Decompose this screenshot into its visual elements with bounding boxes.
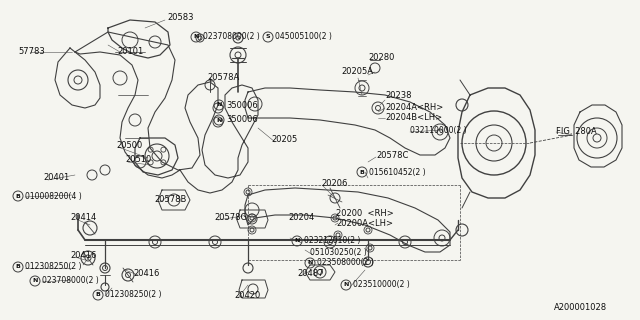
Text: FIG. 280A: FIG. 280A — [556, 127, 596, 137]
Text: S: S — [266, 35, 270, 39]
Text: 012308250(2 ): 012308250(2 ) — [105, 291, 161, 300]
Text: 20200A<LH>: 20200A<LH> — [336, 219, 393, 228]
Text: 023708000(2 ): 023708000(2 ) — [203, 33, 260, 42]
Text: 012308250(2 ): 012308250(2 ) — [25, 262, 81, 271]
Text: B: B — [360, 170, 364, 174]
Text: 051030250(2 ): 051030250(2 ) — [310, 249, 367, 258]
Text: 57783: 57783 — [18, 46, 45, 55]
Text: N: N — [216, 102, 221, 108]
Text: 20204B<LH>: 20204B<LH> — [385, 114, 442, 123]
Text: 20206: 20206 — [321, 179, 348, 188]
Text: 045005100(2 ): 045005100(2 ) — [275, 33, 332, 42]
Text: 20578C: 20578C — [376, 150, 408, 159]
Text: N: N — [216, 117, 221, 123]
Text: N: N — [343, 283, 349, 287]
Text: 20578A: 20578A — [207, 74, 239, 83]
Text: A200001028: A200001028 — [554, 302, 607, 311]
Text: 023212010(2 ): 023212010(2 ) — [304, 236, 360, 245]
Text: 023708000(2 ): 023708000(2 ) — [42, 276, 99, 285]
Text: 20578B: 20578B — [154, 196, 186, 204]
Text: 20510: 20510 — [125, 156, 151, 164]
Text: 032110000(2 ): 032110000(2 ) — [410, 125, 467, 134]
Text: 20205A: 20205A — [341, 68, 373, 76]
Text: 20238: 20238 — [385, 91, 412, 100]
Text: N: N — [193, 35, 198, 39]
Text: 20205: 20205 — [271, 135, 297, 145]
Text: 015610452(2 ): 015610452(2 ) — [369, 167, 426, 177]
Text: 20500: 20500 — [116, 140, 142, 149]
Text: 023508000(2 ): 023508000(2 ) — [317, 259, 374, 268]
Text: 20578G: 20578G — [214, 213, 247, 222]
Text: B: B — [95, 292, 100, 298]
Text: 20416: 20416 — [70, 251, 97, 260]
Text: 20401: 20401 — [43, 173, 69, 182]
Text: 023510000(2 ): 023510000(2 ) — [353, 281, 410, 290]
Text: 20204A<RH>: 20204A<RH> — [385, 103, 444, 113]
Text: 350006: 350006 — [226, 100, 258, 109]
Text: 20204: 20204 — [288, 213, 314, 222]
Text: 20414: 20414 — [70, 213, 96, 222]
Text: 20583: 20583 — [167, 13, 193, 22]
Text: N: N — [294, 238, 300, 244]
Text: 20200  <RH>: 20200 <RH> — [336, 209, 394, 218]
Text: 20101: 20101 — [117, 46, 143, 55]
Text: 010008200(4 ): 010008200(4 ) — [25, 191, 82, 201]
Text: N: N — [32, 278, 38, 284]
Text: B: B — [15, 265, 20, 269]
Text: 20416: 20416 — [133, 268, 159, 277]
Text: 20420: 20420 — [234, 292, 260, 300]
Text: 20487: 20487 — [297, 269, 323, 278]
Text: 350006: 350006 — [226, 116, 258, 124]
Text: 20280: 20280 — [368, 52, 394, 61]
Text: N: N — [307, 260, 313, 266]
Text: B: B — [15, 194, 20, 198]
